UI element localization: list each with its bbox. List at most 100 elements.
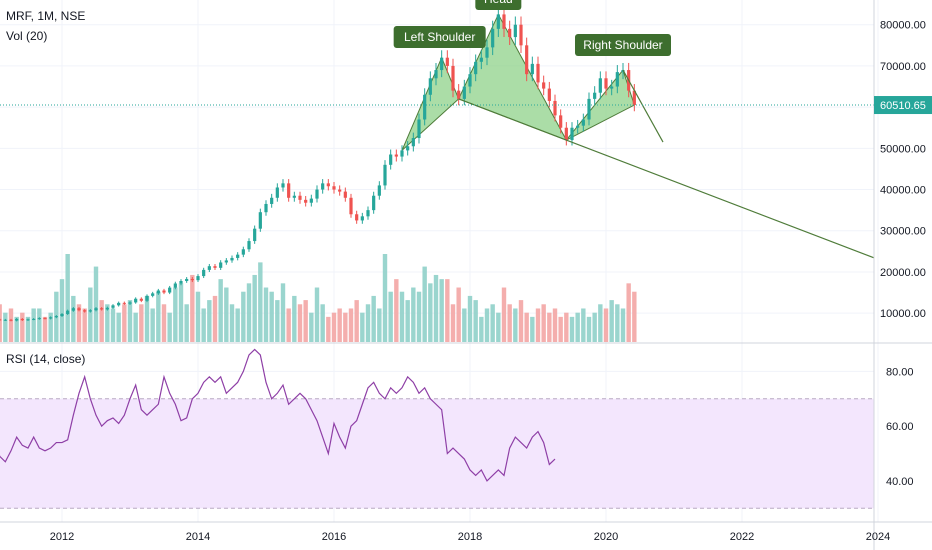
time-axis[interactable]: 2012 2014 2016 2018 2020 2022 2024 (50, 531, 890, 543)
volume-bar-7 (31, 308, 36, 342)
volume-bar-6 (25, 316, 31, 342)
volume-bar-55 (303, 300, 308, 342)
volume-bar-59 (326, 316, 331, 342)
volume-bar-104 (581, 308, 586, 342)
candle-body-72 (400, 150, 404, 157)
candle-body-46 (253, 228, 257, 242)
candle-body-5 (20, 318, 24, 321)
volume-bar-33 (178, 283, 184, 342)
volume-bar-56 (309, 312, 314, 342)
volume-bar-50 (275, 300, 280, 342)
volume-bar-82 (456, 287, 461, 342)
candle-body-32 (173, 283, 177, 288)
price-tick-label: 40000.00 (880, 185, 926, 197)
volume-bar-30 (161, 304, 167, 342)
candle-body-45 (247, 241, 251, 250)
volume-bar-2 (3, 312, 8, 342)
volume-bar-84 (467, 295, 473, 342)
candle-body-13 (66, 310, 70, 314)
volume-bar-39 (212, 295, 218, 342)
candle-body-29 (156, 290, 160, 294)
candle-body-54 (298, 195, 302, 200)
candle-body-94 (525, 45, 529, 75)
candle-body-99 (553, 100, 557, 116)
volume-bar-12 (59, 279, 65, 342)
volume-bar-57 (314, 287, 320, 342)
volume-bar-9 (42, 316, 48, 342)
volume-bar-74 (411, 287, 416, 342)
volume-bar-85 (473, 300, 478, 342)
volume-bar-109 (609, 300, 614, 342)
candle-body-47 (258, 212, 262, 229)
candle-body-104 (581, 119, 585, 126)
time-tick-label: 2018 (458, 531, 482, 543)
volume-bar-95 (530, 316, 535, 342)
candle-body-57 (315, 189, 319, 199)
candle-body-98 (547, 88, 551, 101)
volume-legend[interactable]: Vol (20) (6, 29, 48, 43)
volume-bar-69 (382, 254, 388, 342)
volume-bar-105 (586, 316, 592, 342)
price-axis[interactable]: 80000.0070000.0060000.0050000.0040000.00… (880, 20, 926, 320)
candle-body-23 (122, 302, 126, 304)
volume-bar-88 (490, 304, 495, 342)
candle-body-40 (219, 262, 223, 268)
candle-body-4 (15, 318, 19, 321)
volume-bar-36 (195, 291, 201, 342)
volume-bar-58 (320, 304, 325, 342)
candle-body-58 (321, 183, 325, 190)
candle-body-8 (37, 318, 41, 320)
candle-body-61 (338, 189, 342, 192)
candle-body-100 (559, 115, 563, 128)
volume-bar-81 (450, 304, 456, 342)
label-text: Head (484, 0, 513, 6)
current-price-tag-bg (874, 96, 932, 115)
candle-body-113 (632, 90, 636, 106)
volume-bar-22 (116, 312, 121, 342)
volume-bar-42 (229, 304, 235, 342)
rsi-band (0, 398, 874, 509)
volume-bar-86 (479, 316, 484, 342)
volume-bar-47 (258, 262, 263, 342)
volume-bar-66 (365, 304, 371, 342)
trend-lines[interactable] (458, 69, 875, 259)
price-tick-label: 50000.00 (880, 143, 926, 155)
candle-body-70 (389, 154, 393, 165)
candle-body-68 (377, 185, 381, 196)
candle-body-41 (224, 260, 228, 263)
volume-bar-48 (263, 287, 269, 342)
volume-bar-107 (598, 304, 603, 342)
candle-body-56 (309, 198, 313, 203)
volume-bar-1 (0, 304, 2, 342)
volume-bar-75 (416, 291, 422, 342)
volume-bar-70 (388, 291, 393, 342)
volume-bar-83 (462, 308, 467, 342)
price-tick-label: 80000.00 (880, 20, 926, 32)
rsi-axis[interactable]: 80.00 60.00 40.00 (886, 366, 914, 488)
candle-body-20 (105, 307, 109, 310)
candle-body-106 (593, 92, 597, 99)
rsi-band-lines (0, 398, 874, 509)
price-tick-label: 70000.00 (880, 61, 926, 73)
candle-body-103 (576, 125, 580, 128)
volume-bar-64 (354, 300, 359, 342)
pattern-labels[interactable]: Left Shoulder Head Right Shoulder (393, 0, 671, 56)
volume-bar-91 (507, 304, 512, 342)
volume-bar-65 (360, 312, 365, 342)
rsi-legend[interactable]: RSI (14, close) (6, 352, 86, 366)
candle-body-96 (536, 63, 540, 83)
volume-bar-71 (394, 279, 399, 342)
candle-body-21 (111, 305, 115, 308)
symbol-legend[interactable]: MRF, 1M, NSE (6, 9, 86, 23)
candle-body-42 (230, 257, 234, 261)
volume-bar-35 (190, 274, 195, 342)
volume-bar-25 (133, 312, 138, 342)
volume-bar-87 (484, 308, 490, 342)
volume-bar-110 (615, 304, 620, 342)
candle-body-59 (326, 183, 330, 187)
volume-bar-19 (99, 300, 104, 342)
volume-bar-27 (144, 295, 150, 342)
rsi-tick-label: 40.00 (886, 476, 914, 488)
volume-bar-3 (8, 308, 14, 342)
